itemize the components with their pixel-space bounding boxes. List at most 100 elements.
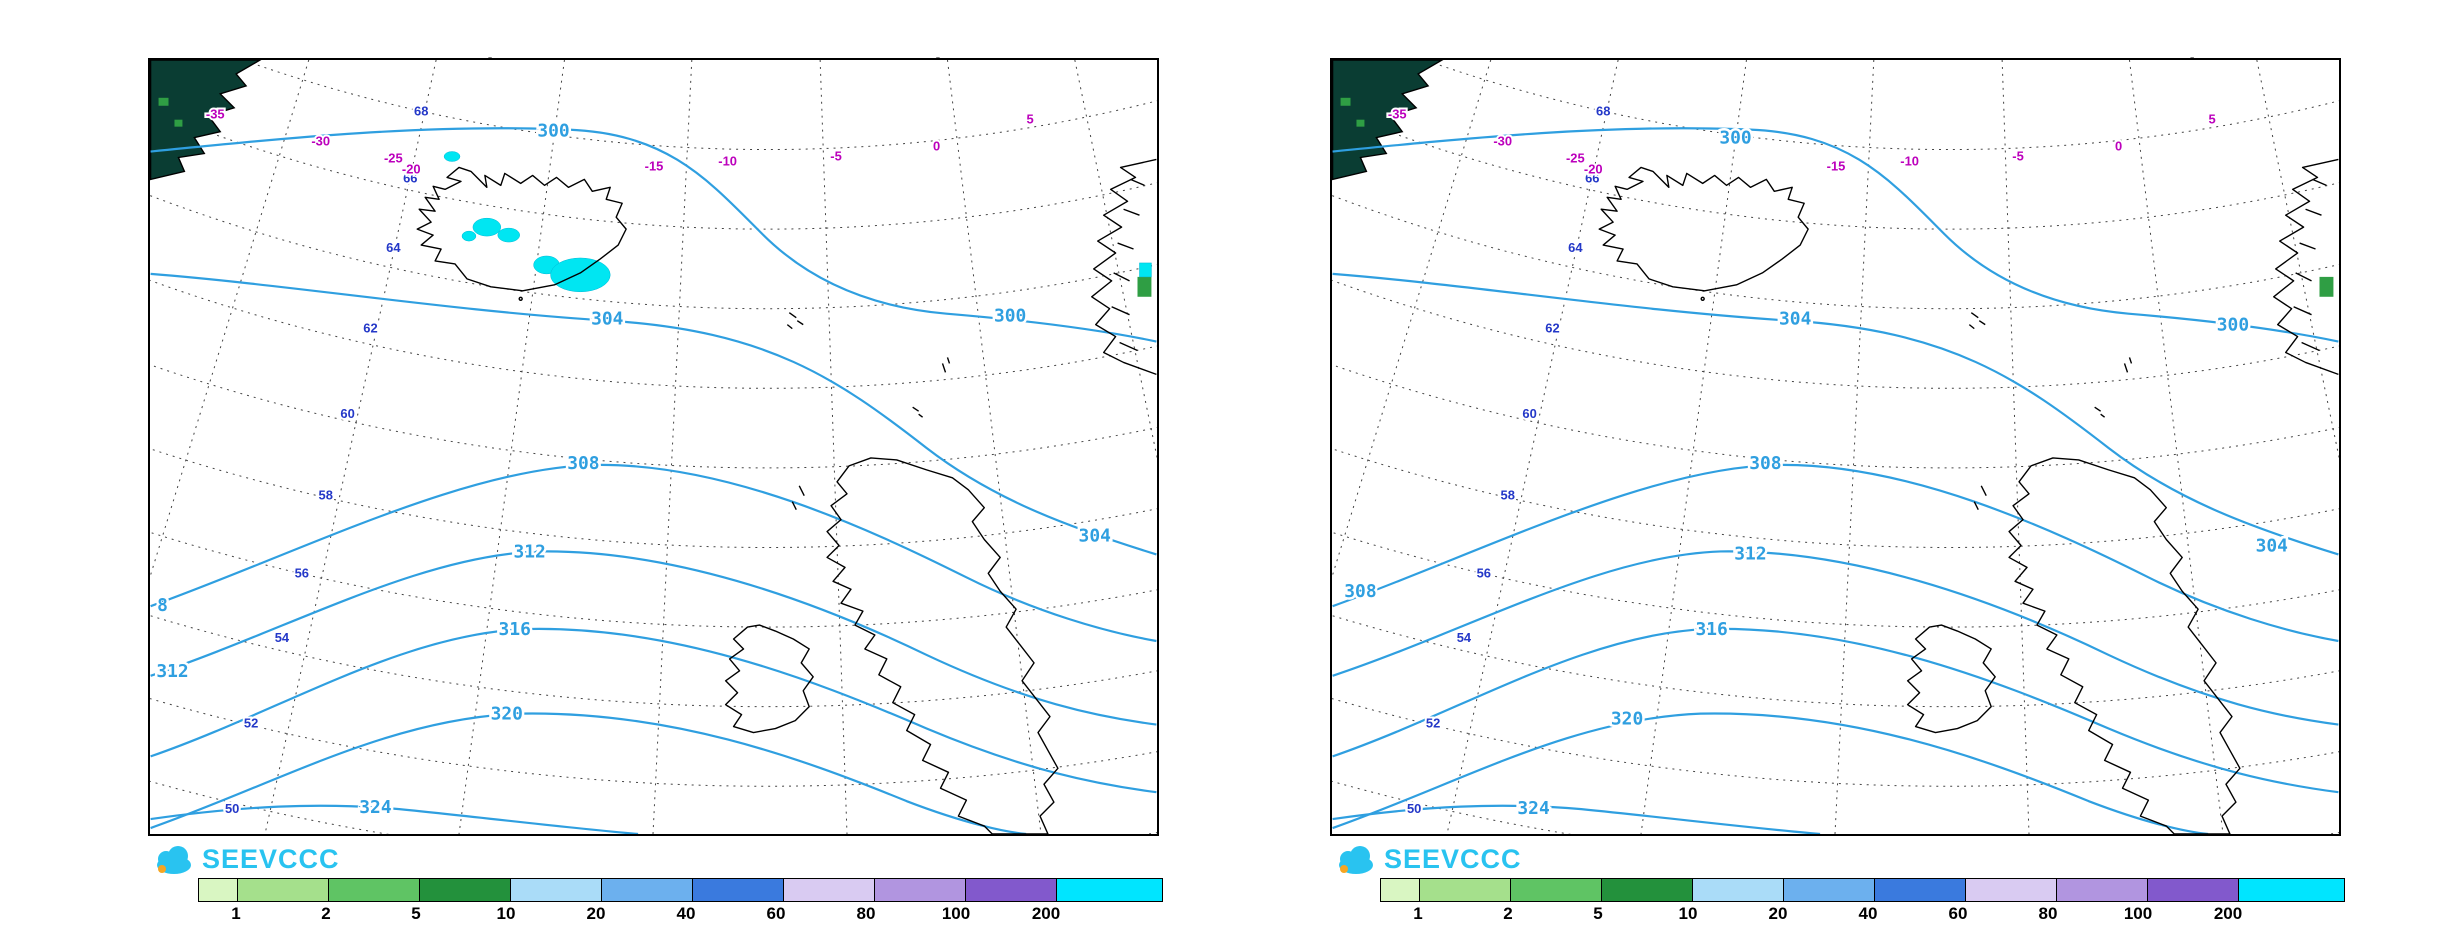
c-label: 312 xyxy=(1734,543,1766,564)
forecast-map: 300 300 304 304 308 308 312 316 320 324 68 66 64 62 60… xyxy=(1332,60,2339,834)
geopotential-contours xyxy=(150,127,1157,834)
map-labels: 300 300 304 304 308 308 312 316 320 324 68 66 64 62 60… xyxy=(1342,102,2291,822)
lon-label: -5 xyxy=(2012,148,2024,163)
c-label: 308 xyxy=(1749,453,1781,474)
legend-value: 5 xyxy=(1593,904,1603,923)
legend-segment xyxy=(1420,879,1511,901)
lat-label: 68 xyxy=(414,104,428,119)
legend-value: 20 xyxy=(1768,904,1788,923)
lat-label: 60 xyxy=(1522,406,1536,421)
logo-text: SEEVCCC xyxy=(1384,843,1522,874)
legend-segment xyxy=(329,879,420,901)
panel-ecmwf: ECMWF forecast: Snow height [cm] and 700… xyxy=(148,0,1168,925)
lon-label: -5 xyxy=(830,148,842,163)
c-label: 316 xyxy=(1695,619,1727,640)
snow-scale-legend: 1 2 5 10 20 40 60 80 100 200 xyxy=(198,878,1163,924)
seevccc-logo: SEEVCCC xyxy=(1332,842,1522,876)
legend-segment xyxy=(238,879,329,901)
legend-value: 5 xyxy=(411,904,421,923)
lon-label: -30 xyxy=(1493,134,1512,149)
lat-label: 66 xyxy=(1585,170,1599,185)
legend-segment xyxy=(1511,879,1602,901)
graticule-grid xyxy=(1332,60,2339,834)
lon-label: -15 xyxy=(1827,158,1846,173)
land-fill xyxy=(150,60,1153,298)
lat-label: 62 xyxy=(363,321,377,336)
legend-value: 10 xyxy=(1678,904,1698,923)
legend-value: 2 xyxy=(321,904,331,923)
legend-value: 200 xyxy=(1031,904,1061,923)
c-label: 324 xyxy=(1517,798,1549,819)
c-label: 324 xyxy=(359,797,391,818)
lat-label: 56 xyxy=(1477,565,1491,580)
lon-label: 0 xyxy=(2115,139,2122,154)
lon-label: -35 xyxy=(1388,107,1407,122)
forecast-map: 300 300 304 304 308 312 316 320 324 8 312 68 66 64 62 6… xyxy=(150,60,1157,834)
c-label: 304 xyxy=(591,309,623,330)
legend-value: 100 xyxy=(2123,904,2153,923)
legend-value: 60 xyxy=(766,904,786,923)
legend-segment xyxy=(1784,879,1875,901)
map-frame: 300 300 304 304 308 308 312 316 320 324 68 66 64 62 60… xyxy=(1330,58,2341,836)
c-label: 320 xyxy=(1611,709,1643,730)
c-label: 316 xyxy=(499,619,531,640)
snow-patches xyxy=(443,151,1152,293)
lon-label: 5 xyxy=(1026,112,1033,127)
lat-label: 50 xyxy=(225,801,239,816)
lon-label: 5 xyxy=(2208,112,2215,127)
legend-value: 60 xyxy=(1948,904,1968,923)
legend-segment xyxy=(1693,879,1784,901)
legend-value-labels: 1 2 5 10 20 40 60 80 100 200 xyxy=(198,904,1163,924)
coastlines xyxy=(416,158,1157,834)
seevccc-logo: SEEVCCC xyxy=(150,842,340,876)
map-frame: 300 300 304 304 308 312 316 320 324 8 312 68 66 64 62 6… xyxy=(148,58,1159,836)
snow-scale-legend: 1 2 5 10 20 40 60 80 100 200 xyxy=(1380,878,2345,924)
lon-label: -15 xyxy=(645,158,664,173)
legend-segment xyxy=(1966,879,2057,901)
coastlines xyxy=(1598,158,2339,834)
c-label: 304 xyxy=(1079,526,1111,547)
legend-segment xyxy=(693,879,784,901)
lat-label: 54 xyxy=(275,630,290,645)
panel-dream8: DREAM8−Iceland: Accumulated snow (cm) an… xyxy=(1330,0,2350,925)
legend-segment xyxy=(1057,879,1162,901)
lat-label: 54 xyxy=(1457,630,1472,645)
lon-label: -10 xyxy=(1900,153,1919,168)
lon-label: -20 xyxy=(402,161,421,176)
lon-label: -20 xyxy=(1584,161,1603,176)
c-label: 308 xyxy=(1344,581,1376,602)
c-label: 300 xyxy=(994,306,1026,327)
legend-value: 1 xyxy=(231,904,241,923)
legend-segment xyxy=(602,879,693,901)
legend-segment xyxy=(1381,879,1420,901)
c-label: 304 xyxy=(1779,309,1811,330)
lon-label: -10 xyxy=(718,153,737,168)
legend-value: 40 xyxy=(1858,904,1878,923)
legend-value: 40 xyxy=(676,904,696,923)
lat-label: 68 xyxy=(1596,104,1610,119)
legend-value: 200 xyxy=(2213,904,2243,923)
c-label: 300 xyxy=(1719,128,1751,149)
legend-segment xyxy=(2148,879,2239,901)
logo-text: SEEVCCC xyxy=(202,843,340,874)
legend-value: 2 xyxy=(1503,904,1513,923)
legend-color-bar xyxy=(1380,878,2345,902)
legend-value: 80 xyxy=(856,904,876,923)
map-labels: 300 300 304 304 308 312 316 320 324 8 312 68 66 64 62 6… xyxy=(154,102,1114,821)
lat-label: 52 xyxy=(244,716,258,731)
legend-value-labels: 1 2 5 10 20 40 60 80 100 200 xyxy=(1380,904,2345,924)
c-label: 300 xyxy=(537,121,569,142)
legend-color-bar xyxy=(198,878,1163,902)
legend-segment xyxy=(420,879,511,901)
lat-label: 64 xyxy=(1568,240,1583,255)
lat-label: 58 xyxy=(319,488,333,503)
legend-segment xyxy=(2057,879,2148,901)
lat-label: 50 xyxy=(1407,801,1421,816)
legend-segment xyxy=(199,879,238,901)
cloud-icon xyxy=(157,846,191,874)
c-label: 8 xyxy=(157,595,168,616)
legend-value: 80 xyxy=(2038,904,2058,923)
legend-segment xyxy=(784,879,875,901)
lat-label: 52 xyxy=(1426,716,1440,731)
